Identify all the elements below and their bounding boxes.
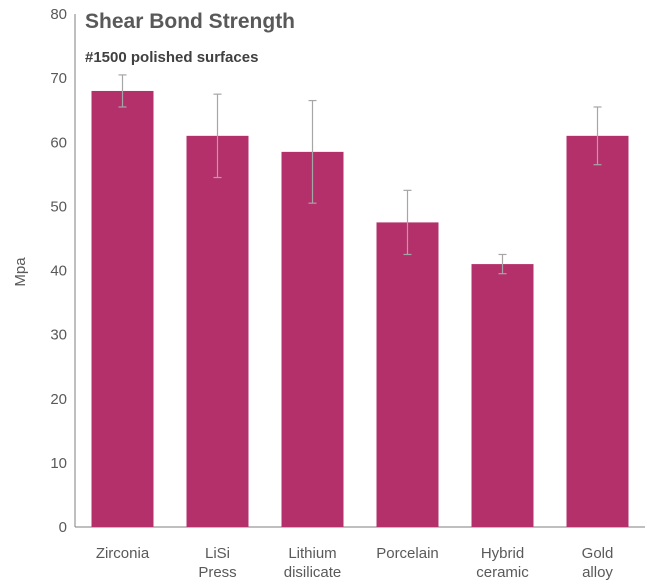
chart-subtitle: #1500 polished surfaces [85,49,258,66]
y-tick-label: 10 [50,455,67,472]
y-tick-label: 70 [50,70,67,87]
x-tick-label: ceramic [476,564,529,581]
axis-layer: 0 10 20 30 40 50 60 70 80 [50,6,645,536]
chart-title: Shear Bond Strength [85,10,295,33]
error-bar-layer [118,74,602,275]
x-tick-label: Zirconia [96,545,150,562]
bar [376,222,439,527]
x-tick-label: Porcelain [376,545,439,562]
y-tick-label: 30 [50,327,67,344]
y-tick-label: 20 [50,391,67,408]
x-tick-label: Gold [582,545,614,562]
y-tick-label: 80 [50,6,67,23]
bar [471,264,534,527]
x-tick-label: disilicate [284,564,342,581]
y-tick-label: 40 [50,263,67,280]
y-tick-label: 0 [59,519,67,536]
x-tick-label: Press [198,564,236,581]
bar-layer [91,90,629,527]
x-tick-label: Lithium [288,545,336,562]
x-tick-label: Hybrid [481,545,524,562]
y-axis-title: Mpa [12,257,29,287]
bar [186,135,249,527]
bar [91,90,154,527]
y-tick-label: 50 [50,198,67,215]
x-tick-label: alloy [582,564,613,581]
x-tick-label: LiSi [205,545,230,562]
bar [566,135,629,527]
bar [281,151,344,527]
y-tick-label: 60 [50,134,67,151]
label-layer: Zirconia LiSi Press Lithium disilicate Porcel… [96,545,614,581]
